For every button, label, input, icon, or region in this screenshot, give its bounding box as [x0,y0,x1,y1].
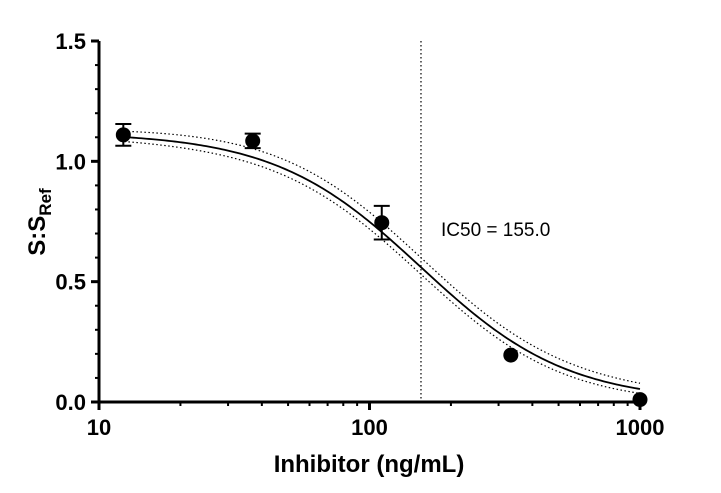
y-tick-label: 1.0 [55,149,86,174]
y-tick-label: 0.5 [55,270,86,295]
ic50-annotation: IC50 = 155.0 [441,220,550,241]
x-axis-title: Inhibitor (ng/mL) [274,451,465,478]
x-tick-label: 1000 [616,415,665,440]
y-axis-title-main: S:S [24,216,51,256]
data-point [374,215,390,231]
fit-curve-group [120,135,641,390]
data-point [632,392,648,408]
data-point [245,133,261,149]
y-axis-title-sub: Ref [36,188,55,216]
x-tick-label: 10 [87,415,111,440]
lower-confidence-curve [120,140,641,394]
data-point [503,347,519,363]
x-tick-label: 100 [351,415,388,440]
confidence-band [120,130,641,394]
y-axis-title: S:SRef [24,188,55,256]
y-tick-label: 1.5 [55,29,86,54]
data-point [115,127,131,143]
upper-confidence-curve [120,130,641,384]
y-tick-label: 0.0 [55,390,86,415]
data-points [115,123,648,408]
axis-ticks: 0.0 0.5 1.0 1.5 10 100 1000 [55,29,664,440]
fit-curve [120,135,641,390]
